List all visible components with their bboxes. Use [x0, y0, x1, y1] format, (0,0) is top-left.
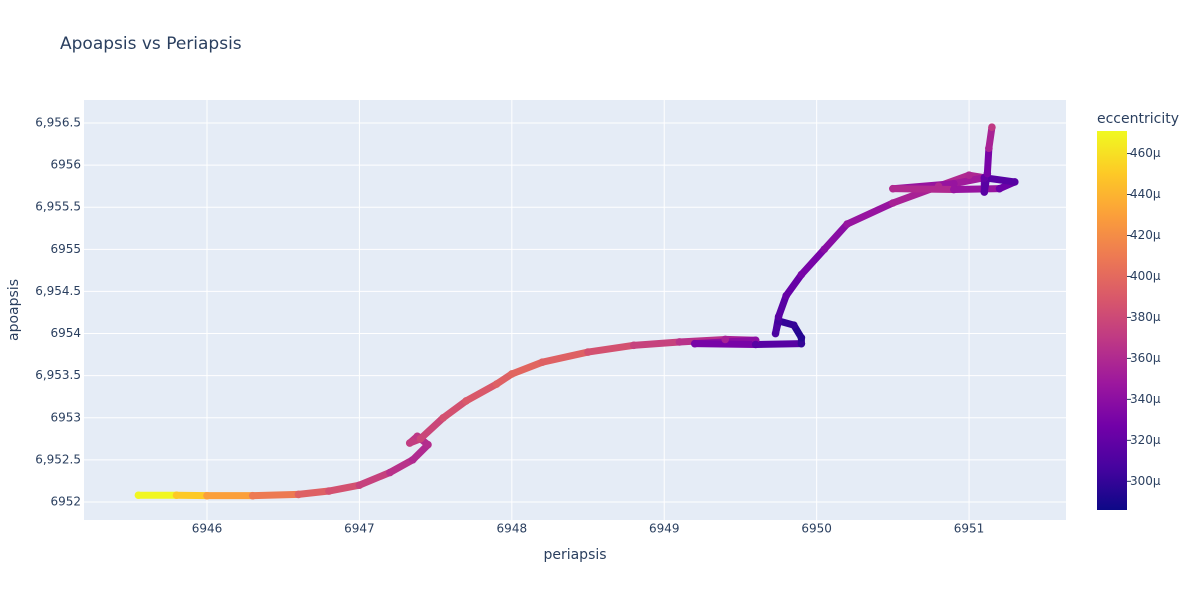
x-axis-title: periapsis: [543, 547, 606, 563]
point: [386, 468, 394, 477]
point: [980, 188, 989, 196]
trace-segment: [355, 469, 394, 489]
colorbar-tick-label: 460µ: [1130, 146, 1161, 160]
trace-segment: [691, 340, 760, 348]
point: [950, 179, 958, 188]
point: [584, 348, 592, 356]
y-tick-label: 6,954.5: [35, 284, 81, 298]
colorbar-tick-label: 340µ: [1130, 392, 1161, 406]
point: [889, 199, 897, 207]
x-tick-label: 6949: [649, 522, 680, 536]
y-tick-label: 6955: [50, 242, 81, 256]
x-tick-label: 6946: [192, 522, 223, 536]
point: [355, 481, 364, 489]
point: [889, 184, 897, 193]
y-tick-label: 6,955.5: [35, 200, 81, 214]
y-tick-label: 6,956.5: [35, 115, 81, 129]
point: [751, 340, 760, 349]
trace-segment: [416, 414, 447, 443]
x-tick-label: 6950: [801, 522, 832, 536]
point: [629, 341, 638, 350]
y-tick-label: 6956: [50, 158, 81, 172]
point: [965, 171, 973, 180]
point: [985, 144, 993, 153]
trace-segment: [950, 185, 1004, 194]
point: [782, 291, 790, 300]
point: [843, 220, 851, 228]
trace-segment: [843, 199, 897, 228]
colorbar: [1097, 131, 1127, 510]
x-tick-label: 6951: [954, 522, 985, 536]
point: [797, 333, 806, 342]
point: [134, 491, 143, 500]
trace-segment: [630, 338, 683, 349]
point: [172, 491, 181, 500]
point: [1010, 178, 1019, 186]
point: [462, 397, 470, 405]
plot-area: [84, 100, 1066, 520]
colorbar-tick-label: 360µ: [1130, 351, 1161, 365]
point: [934, 182, 943, 190]
point: [950, 185, 958, 194]
point: [248, 491, 257, 500]
point: [416, 435, 425, 443]
trace-segment: [983, 144, 993, 178]
point: [294, 490, 303, 499]
point: [424, 440, 432, 449]
y-tick-label: 6,953.5: [35, 368, 81, 382]
point: [508, 370, 516, 378]
trace-segment: [820, 220, 851, 253]
point: [983, 169, 992, 178]
trace-segment: [752, 340, 805, 348]
point: [797, 339, 806, 348]
point: [675, 338, 684, 346]
y-tick-label: 6952: [50, 494, 81, 508]
point: [820, 245, 829, 254]
colorbar-tick-label: 420µ: [1130, 228, 1161, 242]
colorbar-tick-label: 380µ: [1130, 310, 1161, 324]
point: [774, 312, 783, 321]
trace-segment: [950, 174, 988, 188]
colorbar-tick-label: 320µ: [1130, 433, 1161, 447]
point: [325, 487, 333, 495]
point: [995, 184, 1004, 193]
point: [405, 439, 414, 447]
point: [439, 413, 448, 422]
trace-segment: [325, 481, 363, 495]
point: [988, 123, 996, 132]
x-tick-label: 6948: [497, 522, 528, 536]
y-axis-title: apoapsis: [6, 279, 22, 341]
point: [789, 321, 798, 329]
trace-segment: [797, 245, 828, 279]
trace-segment: [249, 490, 302, 500]
trace-segment: [782, 271, 805, 300]
point: [538, 358, 547, 366]
colorbar-title: eccentricity: [1097, 111, 1179, 127]
chart-title: Apoapsis vs Periapsis: [60, 34, 242, 54]
point: [690, 339, 699, 348]
colorbar-tick-label: 400µ: [1130, 269, 1161, 283]
point: [771, 329, 780, 338]
colorbar-tick-label: 300µ: [1130, 474, 1161, 488]
point: [492, 380, 501, 388]
y-tick-label: 6,952.5: [35, 452, 81, 466]
y-tick-label: 6953: [50, 410, 81, 424]
x-tick-label: 6947: [344, 522, 375, 536]
trace: [134, 123, 1019, 500]
point: [797, 270, 806, 279]
trace-segment: [439, 397, 470, 422]
trace-segment: [508, 358, 546, 378]
point: [721, 335, 730, 344]
trace-segment: [538, 348, 592, 366]
trace-segment: [386, 456, 417, 477]
trace-segment: [584, 341, 638, 356]
trace-segment: [462, 380, 501, 405]
y-tick-label: 6954: [50, 326, 81, 340]
point: [203, 491, 211, 500]
trace-segment: [294, 487, 333, 498]
colorbar-tick-label: 440µ: [1130, 187, 1161, 201]
trace-segment: [889, 185, 958, 194]
point: [408, 456, 417, 464]
